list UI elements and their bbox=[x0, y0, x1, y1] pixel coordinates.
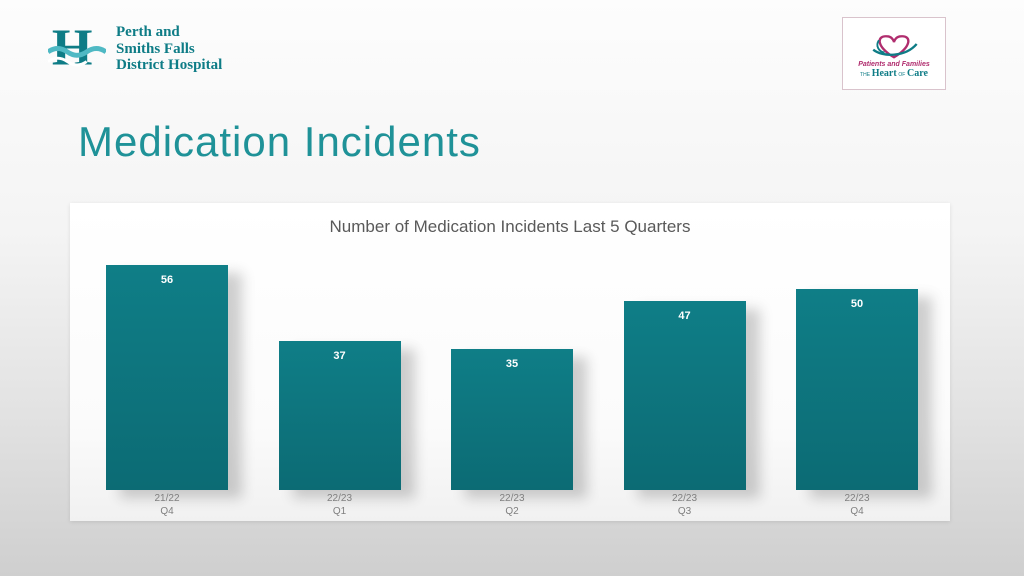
care-logo-care: Care bbox=[907, 68, 928, 80]
bars-row: 56 37 35 47 50 bbox=[106, 249, 918, 490]
heart-icon bbox=[872, 34, 918, 59]
hospital-name-line1: Perth and bbox=[116, 23, 180, 40]
bar-value-label: 35 bbox=[505, 358, 519, 371]
care-logo-the: the bbox=[860, 72, 871, 79]
bar: 50 bbox=[796, 289, 918, 490]
bar-category-label: 22/23 Q1 bbox=[326, 493, 353, 517]
care-logo-tagline: Patients and Families bbox=[858, 60, 930, 68]
bar-value-label: 50 bbox=[850, 298, 864, 311]
bar-category-label: 21/22 Q4 bbox=[154, 493, 180, 517]
bar: 56 bbox=[106, 265, 228, 490]
bar: 47 bbox=[623, 301, 746, 490]
care-logo-heart: Heart bbox=[871, 68, 897, 80]
hospital-logo: H Perth and Smiths Falls District Hospit… bbox=[48, 20, 222, 78]
hospital-name-line2: Smiths Falls bbox=[116, 40, 195, 57]
bar-category-label: 22/23 Q3 bbox=[671, 493, 698, 517]
chart-panel: Number of Medication Incidents Last 5 Qu… bbox=[70, 203, 950, 521]
bar-category-label: 22/23 Q2 bbox=[499, 493, 525, 517]
care-logo-of: of bbox=[898, 72, 906, 79]
hospital-name: Perth and Smiths Falls District Hospital bbox=[116, 24, 222, 74]
chart-title: Number of Medication Incidents Last 5 Qu… bbox=[329, 217, 691, 236]
bar-value-label: 37 bbox=[333, 350, 346, 363]
heart-of-care-logo: Patients and Families the Heart of Care bbox=[842, 17, 946, 90]
bar-value-label: 56 bbox=[160, 274, 174, 287]
bar-category-label: 22/23 Q4 bbox=[844, 493, 870, 517]
hospital-name-line3: District Hospital bbox=[116, 57, 223, 74]
categories-row: 21/22 Q4 22/23 Q1 22/23 Q2 22/23 Q3 22/23 Q4 bbox=[106, 492, 918, 518]
care-logo-line2: the Heart of Care bbox=[860, 68, 928, 80]
bar: 37 bbox=[278, 341, 401, 490]
bar: 35 bbox=[451, 349, 573, 490]
bar-value-label: 47 bbox=[678, 310, 691, 323]
page-title: Medication Incidents bbox=[78, 118, 481, 165]
hospital-h-icon: H bbox=[48, 20, 106, 76]
